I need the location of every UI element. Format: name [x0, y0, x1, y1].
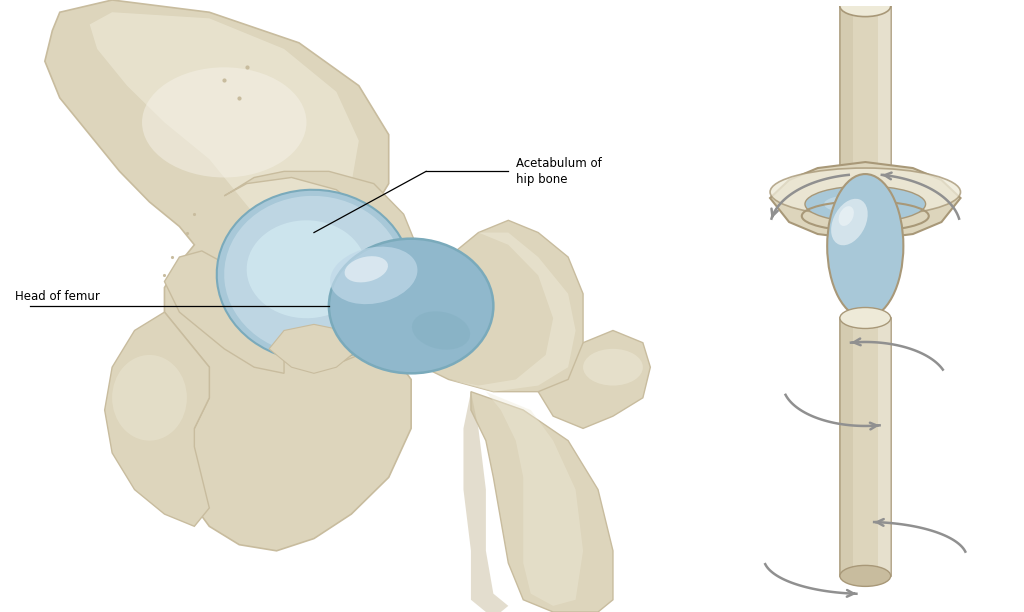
Polygon shape — [471, 392, 613, 612]
Ellipse shape — [412, 312, 470, 349]
Ellipse shape — [834, 200, 859, 209]
Polygon shape — [539, 330, 650, 428]
Ellipse shape — [217, 190, 412, 361]
Ellipse shape — [247, 220, 367, 318]
Ellipse shape — [330, 247, 418, 304]
Ellipse shape — [827, 174, 903, 318]
Ellipse shape — [329, 239, 494, 373]
Polygon shape — [403, 220, 583, 392]
Ellipse shape — [840, 565, 891, 586]
Polygon shape — [464, 392, 508, 612]
Polygon shape — [770, 162, 961, 240]
Text: Acetabulum of
hip bone: Acetabulum of hip bone — [516, 157, 601, 186]
Ellipse shape — [583, 349, 643, 386]
Ellipse shape — [805, 186, 926, 222]
Polygon shape — [840, 318, 853, 576]
Polygon shape — [224, 171, 419, 361]
Ellipse shape — [824, 195, 881, 213]
Ellipse shape — [770, 168, 961, 216]
Polygon shape — [840, 318, 891, 576]
Polygon shape — [269, 324, 358, 373]
Polygon shape — [485, 392, 583, 606]
Ellipse shape — [840, 307, 891, 329]
Polygon shape — [165, 251, 284, 373]
Polygon shape — [104, 312, 209, 526]
Polygon shape — [840, 6, 853, 198]
Polygon shape — [45, 0, 412, 551]
Text: Head of femur: Head of femur — [15, 290, 99, 304]
Ellipse shape — [345, 256, 388, 282]
Polygon shape — [878, 6, 891, 198]
Ellipse shape — [142, 67, 306, 177]
Polygon shape — [878, 318, 891, 576]
Ellipse shape — [831, 199, 867, 245]
Ellipse shape — [224, 196, 403, 355]
Polygon shape — [449, 233, 575, 392]
Ellipse shape — [840, 0, 891, 17]
Ellipse shape — [112, 355, 186, 441]
Polygon shape — [840, 6, 891, 198]
Polygon shape — [90, 12, 358, 245]
Ellipse shape — [839, 206, 854, 226]
